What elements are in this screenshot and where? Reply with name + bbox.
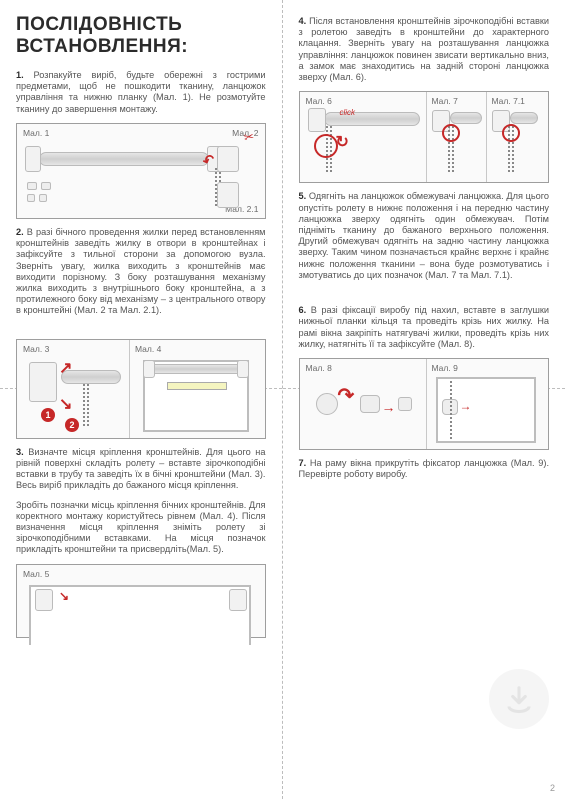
badge-2: 2 bbox=[65, 418, 79, 432]
step-4: 4. Після встановлення кронштейнів зірочк… bbox=[299, 16, 550, 83]
arrow-icon: ↘ bbox=[59, 394, 72, 414]
figure-6-7: Мал. 6 Мал. 7 Мал. 7.1 click ↻ bbox=[299, 91, 550, 183]
figure-1-2: Мал. 1 Мал. 2 Мал. 2.1 ✂ ↶ bbox=[16, 123, 266, 219]
arrow-icon: → bbox=[460, 399, 472, 413]
step-3b: Зробіть позначки місць кріплення бічних … bbox=[16, 500, 266, 556]
step-3: 3. Визначте місця кріплення кронштейнів.… bbox=[16, 447, 266, 492]
arrow-icon: ↻ bbox=[336, 132, 349, 152]
arrow-icon: ↘ bbox=[59, 589, 69, 603]
arrow-icon: → bbox=[382, 399, 396, 415]
watermark-icon bbox=[489, 669, 549, 729]
arrow-icon: ↷ bbox=[338, 383, 355, 408]
figure-5: Мал. 5 ↘ bbox=[16, 564, 266, 638]
step-2: 2. В разі бічного проведення жилки перед… bbox=[16, 227, 266, 317]
figure-3-4: Мал. 3 Мал. 4 ↗ ↘ 1 2 bbox=[16, 339, 266, 439]
page-number: 2 bbox=[550, 783, 555, 793]
step-6: 6. В разі фіксації виробу під нахил, вст… bbox=[299, 305, 550, 350]
step-7: 7. На раму вікна прикрутіть фіксатор лан… bbox=[299, 458, 550, 480]
step-5: 5. Одягніть на ланцюжок обмежувачі ланцю… bbox=[299, 191, 550, 281]
figure-8-9: Мал. 8 Мал. 9 ↷ → → bbox=[299, 358, 550, 450]
badge-1: 1 bbox=[41, 408, 55, 422]
right-column: 4. Після встановлення кронштейнів зірочк… bbox=[283, 0, 565, 799]
step-1: 1. Розпакуйте виріб, будьте обережні з г… bbox=[16, 70, 266, 115]
page-title: ПОСЛІДОВНІСТЬ ВСТАНОВЛЕННЯ: bbox=[16, 14, 266, 58]
arrow-icon: ↗ bbox=[59, 358, 72, 378]
click-label: click bbox=[340, 108, 356, 117]
left-column: ПОСЛІДОВНІСТЬ ВСТАНОВЛЕННЯ: 1. Розпакуйт… bbox=[0, 0, 283, 799]
